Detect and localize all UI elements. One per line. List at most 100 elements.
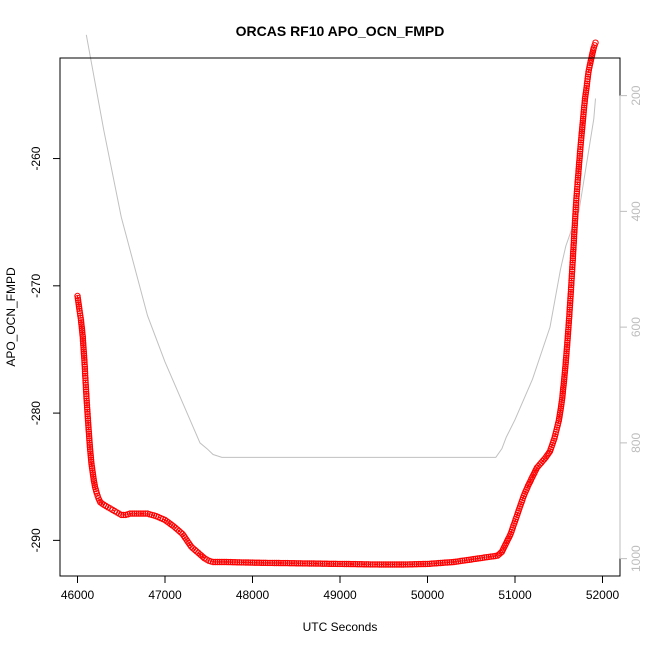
data-point <box>430 560 438 567</box>
data-point <box>574 183 581 191</box>
data-point <box>573 185 581 193</box>
data-point <box>284 559 291 567</box>
data-point <box>470 555 477 563</box>
data-point <box>299 560 306 567</box>
data-point <box>559 390 566 397</box>
data-point <box>225 558 232 566</box>
data-point <box>444 559 451 566</box>
data-point <box>576 150 584 157</box>
data-point <box>341 560 348 568</box>
data-point <box>566 302 574 309</box>
data-point <box>570 235 578 242</box>
data-point <box>79 329 86 336</box>
data-point <box>584 75 591 83</box>
data-point <box>356 561 363 568</box>
data-point <box>433 560 440 567</box>
data-point <box>413 561 420 568</box>
data-point <box>244 559 252 566</box>
data-point <box>579 124 586 131</box>
data-point <box>579 121 586 129</box>
data-point <box>293 560 300 567</box>
data-point <box>82 381 90 389</box>
data-point <box>489 553 497 560</box>
data-point <box>565 322 572 329</box>
data-point <box>574 179 581 186</box>
data-point <box>74 297 82 304</box>
data-point <box>564 328 572 335</box>
data-point <box>561 367 569 374</box>
data-point <box>575 170 582 177</box>
data-point <box>565 326 572 333</box>
data-point <box>575 165 582 173</box>
y-tick-label: -270 <box>29 273 43 297</box>
data-point <box>85 430 93 438</box>
data-point <box>417 560 425 568</box>
data-point <box>565 315 573 322</box>
data-point <box>242 559 250 566</box>
data-point <box>88 465 96 472</box>
data-point <box>82 379 89 386</box>
data-point <box>569 263 576 271</box>
data-point <box>349 560 357 568</box>
data-point <box>328 560 335 567</box>
data-point <box>578 134 585 142</box>
data-point <box>573 188 581 195</box>
data-point <box>572 206 579 213</box>
data-point <box>78 319 85 326</box>
data-point <box>560 378 568 385</box>
data-point <box>236 559 243 566</box>
data-point <box>264 559 271 567</box>
data-point <box>319 560 326 567</box>
data-line <box>77 42 596 565</box>
data-point <box>352 560 359 568</box>
plot-frame <box>59 57 621 577</box>
data-point <box>86 441 94 449</box>
data-point <box>82 384 90 391</box>
data-point <box>457 557 464 565</box>
data-point <box>578 130 585 137</box>
data-point <box>571 228 578 236</box>
data-point <box>419 560 427 568</box>
data-point <box>81 370 89 377</box>
data-point <box>227 558 234 566</box>
data-point <box>402 561 409 568</box>
data-point <box>336 560 344 568</box>
data-point <box>422 560 429 568</box>
data-point <box>80 350 88 357</box>
data-point <box>578 126 586 133</box>
data-point <box>142 510 149 517</box>
data-point <box>82 372 89 379</box>
data-point <box>332 560 339 567</box>
data-point <box>306 560 313 567</box>
data-point <box>406 561 414 568</box>
data-point <box>83 401 91 409</box>
data-point <box>572 210 579 218</box>
data-point <box>570 237 578 244</box>
data-point <box>78 323 85 330</box>
data-point <box>135 510 143 517</box>
x-tick-label: 52000 <box>586 588 620 602</box>
data-point <box>487 553 495 560</box>
data-point <box>87 456 95 463</box>
data-point <box>84 415 92 422</box>
data-point <box>461 557 468 564</box>
data-point <box>345 560 352 568</box>
data-point <box>561 369 568 376</box>
data-point <box>85 432 93 440</box>
data-point <box>360 561 368 568</box>
data-point <box>562 361 569 368</box>
data-point <box>570 233 578 240</box>
data-point <box>393 561 401 568</box>
data-point <box>568 268 576 275</box>
data-point <box>216 558 223 566</box>
data-point <box>85 428 93 435</box>
data-point <box>446 559 453 566</box>
data-point <box>83 395 90 402</box>
data-point <box>562 359 569 366</box>
data-point <box>389 561 396 568</box>
data-point <box>483 554 490 561</box>
data-point <box>253 559 261 566</box>
data-point <box>83 397 90 404</box>
data-point <box>575 161 583 168</box>
data-point <box>133 510 140 517</box>
